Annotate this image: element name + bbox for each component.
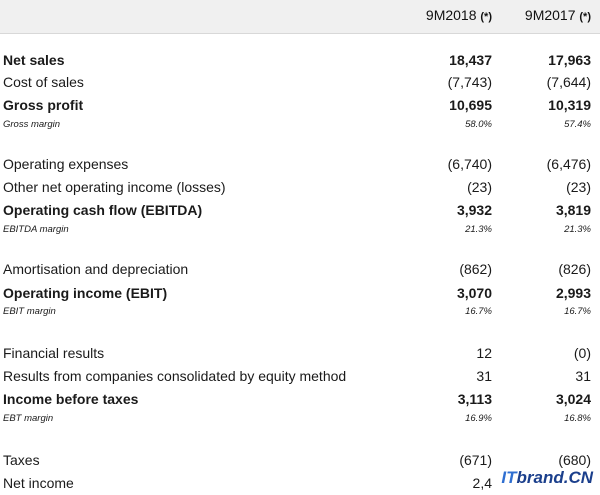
table-row: Gross profit 10,695 10,319 xyxy=(0,97,600,117)
row-label: EBITDA margin xyxy=(3,224,69,235)
row-label: Financial results xyxy=(3,345,105,361)
table-row: Financial results 12 (0) xyxy=(0,345,600,365)
value-9m2018: 3,070 xyxy=(456,285,492,301)
table-row: Gross margin 58.0% 57.4% xyxy=(0,118,600,138)
value-9m2018: 12 xyxy=(476,345,492,361)
column-header-9m2017: 9M2017 (*) xyxy=(524,7,591,23)
table-row: EBT margin 16.9% 16.8% xyxy=(0,412,600,432)
value-9m2018: 2,4 xyxy=(472,475,492,491)
table-row: Taxes (671) (680) xyxy=(0,452,600,472)
value-9m2018: 18,437 xyxy=(449,52,492,68)
value-9m2017: (0) xyxy=(573,345,591,361)
value-9m2017: 3,024 xyxy=(555,391,591,407)
value-9m2018: (7,743) xyxy=(447,74,492,90)
table-row: Other net operating income (losses) (23) (… xyxy=(0,179,600,199)
table-row: Income before taxes 3,113 3,024 xyxy=(0,391,600,411)
row-label: Gross margin xyxy=(3,119,61,130)
row-label: Results from companies consolidated by e… xyxy=(3,368,347,384)
table-row: EBITDA margin 21.3% 21.3% xyxy=(0,223,600,243)
value-9m2017: 57.4% xyxy=(564,119,591,130)
row-label: Gross profit xyxy=(3,97,84,113)
value-9m2017: 2,993 xyxy=(555,285,591,301)
value-9m2018: 16.9% xyxy=(465,413,492,424)
watermark-logo: ITbrand.CN xyxy=(498,468,596,490)
row-label: Amortisation and depreciation xyxy=(3,261,189,277)
value-9m2018: 31 xyxy=(476,368,492,384)
table-row: Amortisation and depreciation (862) (826) xyxy=(0,261,600,281)
table-row: Operating income (EBIT) 3,070 2,993 xyxy=(0,285,600,305)
table-row: Results from companies consolidated by e… xyxy=(0,368,600,388)
value-9m2018: 3,932 xyxy=(456,202,492,218)
value-9m2017: (23) xyxy=(566,179,591,195)
table-row: Operating expenses (6,740) (6,476) xyxy=(0,156,600,176)
table-row: Net sales 18,437 17,963 xyxy=(0,52,600,72)
column-header-9m2018: 9M2018 (*) xyxy=(425,7,492,23)
row-label: Operating cash flow (EBITDA) xyxy=(3,202,203,218)
value-9m2017: (826) xyxy=(558,261,591,277)
value-9m2017: 10,319 xyxy=(548,97,591,113)
value-9m2017: 21.3% xyxy=(564,224,591,235)
value-9m2018: 10,695 xyxy=(449,97,492,113)
value-9m2018: (23) xyxy=(467,179,492,195)
value-9m2017: (6,476) xyxy=(546,156,591,172)
row-label: Operating expenses xyxy=(3,156,129,172)
value-9m2017: 16.7% xyxy=(564,306,591,317)
row-label: Taxes xyxy=(3,452,40,468)
row-label: Net income xyxy=(3,475,74,491)
row-label: Net sales xyxy=(3,52,65,68)
row-label: Income before taxes xyxy=(3,391,139,407)
table-row: EBIT margin 16.7% 16.7% xyxy=(0,305,600,325)
row-label: Operating income (EBIT) xyxy=(3,285,168,301)
value-9m2018: (862) xyxy=(459,261,492,277)
value-9m2017: 31 xyxy=(575,368,591,384)
table-row: Cost of sales (7,743) (7,644) xyxy=(0,74,600,94)
row-label: Cost of sales xyxy=(3,74,84,90)
value-9m2018: 58.0% xyxy=(465,119,492,130)
row-label: EBIT margin xyxy=(3,306,56,317)
value-9m2018: 16.7% xyxy=(465,306,492,317)
value-9m2018: 21.3% xyxy=(465,224,492,235)
value-9m2018: (671) xyxy=(459,452,492,468)
value-9m2017: (7,644) xyxy=(546,74,591,90)
table-row: Operating cash flow (EBITDA) 3,932 3,819 xyxy=(0,202,600,222)
value-9m2018: (6,740) xyxy=(447,156,492,172)
table-row: Net income 2,4 xyxy=(0,475,600,495)
value-9m2017: 17,963 xyxy=(548,52,591,68)
table-header: 9M2018 (*) 9M2017 (*) xyxy=(0,0,600,34)
row-label: Other net operating income (losses) xyxy=(3,179,226,195)
row-label: EBT margin xyxy=(3,413,54,424)
value-9m2017: 3,819 xyxy=(555,202,591,218)
value-9m2017: (680) xyxy=(558,452,591,468)
value-9m2017: 16.8% xyxy=(564,413,591,424)
value-9m2018: 3,113 xyxy=(457,391,492,407)
